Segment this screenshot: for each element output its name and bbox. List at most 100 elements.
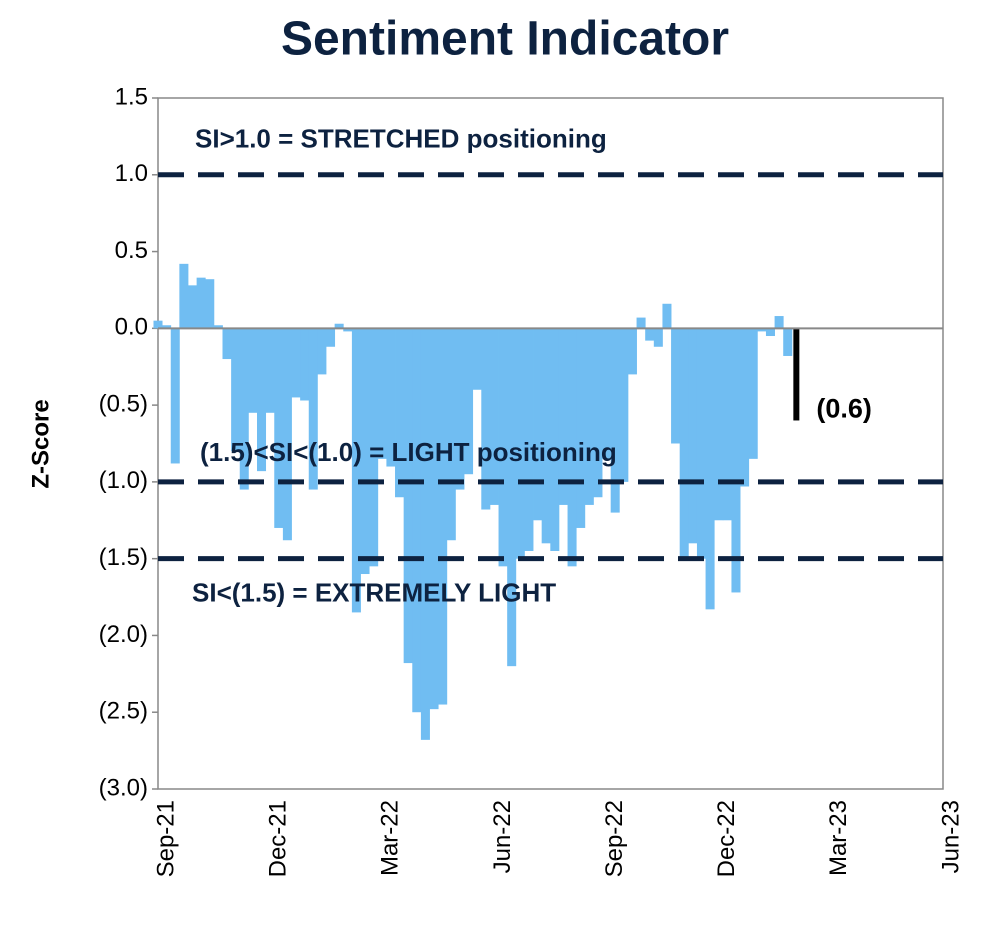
bar bbox=[412, 328, 422, 713]
reference-label: SI>1.0 = STRETCHED positioning bbox=[195, 124, 607, 154]
bar bbox=[515, 328, 525, 559]
bar bbox=[567, 328, 577, 567]
x-tick-label: Sep-22 bbox=[601, 800, 628, 877]
bar bbox=[213, 325, 223, 329]
bar bbox=[395, 328, 405, 498]
bar bbox=[170, 328, 180, 464]
bar bbox=[731, 328, 741, 593]
bar bbox=[239, 328, 249, 490]
bar bbox=[420, 328, 430, 740]
bar bbox=[162, 325, 172, 329]
bar bbox=[291, 328, 301, 398]
bar bbox=[783, 328, 793, 356]
bar bbox=[619, 328, 629, 482]
bar bbox=[455, 328, 465, 490]
bar bbox=[326, 328, 336, 347]
bar bbox=[257, 328, 267, 472]
x-tick-label: Dec-21 bbox=[264, 800, 291, 877]
bar bbox=[793, 328, 800, 421]
y-axis-label: Z-Score bbox=[27, 399, 54, 488]
x-tick-label: Mar-23 bbox=[825, 800, 852, 876]
bar bbox=[533, 328, 543, 521]
bar bbox=[765, 328, 775, 337]
x-tick-label: Dec-22 bbox=[713, 800, 740, 877]
bar bbox=[524, 328, 534, 551]
bar bbox=[774, 316, 784, 329]
bar bbox=[377, 328, 387, 459]
bar bbox=[351, 328, 361, 613]
bar bbox=[464, 328, 474, 475]
bar bbox=[334, 323, 344, 329]
bar bbox=[714, 328, 724, 521]
y-tick-label: (0.5) bbox=[99, 390, 148, 417]
bar bbox=[343, 328, 353, 332]
bar bbox=[489, 328, 499, 505]
bar bbox=[386, 328, 396, 467]
bar bbox=[722, 328, 732, 521]
bar bbox=[593, 328, 603, 498]
bar bbox=[360, 328, 370, 575]
y-tick-label: 0.0 bbox=[115, 314, 148, 341]
bar bbox=[550, 328, 560, 551]
bar bbox=[757, 328, 767, 332]
y-tick-label: (2.0) bbox=[99, 621, 148, 648]
bar bbox=[541, 328, 551, 544]
y-tick-label: 0.5 bbox=[115, 237, 148, 264]
bar bbox=[610, 328, 620, 513]
bar bbox=[602, 328, 612, 459]
bar bbox=[153, 320, 163, 329]
bar bbox=[179, 263, 189, 329]
reference-label: SI<(1.5) = EXTREMELY LIGHT bbox=[192, 578, 556, 608]
bar bbox=[576, 328, 586, 528]
bar bbox=[248, 328, 258, 413]
bar bbox=[740, 328, 750, 487]
x-tick-label: Sep-21 bbox=[152, 800, 179, 877]
bar bbox=[274, 328, 284, 528]
bar bbox=[231, 328, 241, 452]
bar bbox=[688, 328, 698, 544]
bar bbox=[265, 328, 275, 413]
y-tick-label: (1.5) bbox=[99, 544, 148, 571]
bar bbox=[205, 279, 215, 329]
bar bbox=[429, 328, 439, 710]
bar bbox=[472, 328, 482, 390]
bar bbox=[627, 328, 637, 375]
bar bbox=[481, 328, 491, 510]
bar bbox=[584, 328, 594, 505]
bar bbox=[222, 328, 232, 360]
bar bbox=[705, 328, 715, 610]
bar bbox=[679, 328, 689, 559]
bar bbox=[645, 328, 655, 341]
bar bbox=[282, 328, 292, 541]
bar bbox=[671, 328, 681, 444]
y-tick-label: (2.5) bbox=[99, 698, 148, 725]
bar bbox=[369, 328, 379, 567]
reference-label: (1.5)<SI<(1.0) = LIGHT positioning bbox=[200, 437, 617, 467]
plot-frame bbox=[157, 97, 944, 790]
x-tick-label: Mar-22 bbox=[377, 800, 404, 876]
chart-title: Sentiment Indicator bbox=[281, 13, 729, 66]
bar bbox=[300, 328, 310, 401]
bar bbox=[748, 328, 758, 459]
x-tick-label: Jun-22 bbox=[489, 800, 516, 873]
bar bbox=[558, 328, 568, 505]
x-tick-label: Jun-23 bbox=[937, 800, 964, 873]
y-tick-label: 1.0 bbox=[115, 160, 148, 187]
bar bbox=[636, 317, 646, 329]
bar bbox=[196, 277, 206, 329]
bar bbox=[662, 303, 672, 329]
bar bbox=[317, 328, 327, 375]
bar bbox=[438, 328, 448, 705]
y-tick-label: (1.0) bbox=[99, 467, 148, 494]
value-label: (0.6) bbox=[816, 394, 872, 424]
bar bbox=[403, 328, 413, 664]
y-tick-label: 1.5 bbox=[115, 83, 148, 110]
bar bbox=[696, 328, 706, 559]
bar bbox=[446, 328, 456, 541]
bar bbox=[507, 328, 517, 667]
y-tick-label: (3.0) bbox=[99, 774, 148, 801]
bar bbox=[308, 328, 318, 490]
bar bbox=[187, 285, 198, 329]
bar bbox=[498, 328, 508, 567]
